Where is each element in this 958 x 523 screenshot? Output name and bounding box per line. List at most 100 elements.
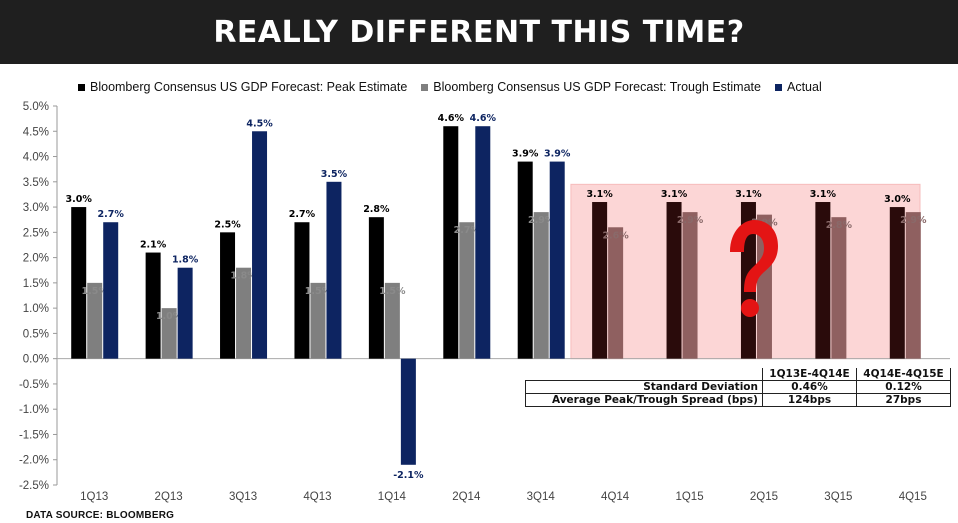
y-tick-label: 0.0% <box>23 354 49 366</box>
legend-label-actual: Actual <box>786 80 822 94</box>
data-label: 3.9% <box>544 149 571 160</box>
data-label: 2.8% <box>826 220 853 231</box>
bar-peak <box>592 202 608 359</box>
x-tick-label: 3Q15 <box>824 491 852 503</box>
y-tick-label: 3.5% <box>23 177 49 189</box>
x-tick-label: 1Q14 <box>378 491 407 503</box>
stats-table-header-1: 1Q13E-4Q14E <box>762 368 857 381</box>
stats-row-value: 124bps <box>762 393 857 407</box>
bar-actual <box>103 222 119 359</box>
y-tick-label: -1.0% <box>19 404 49 416</box>
legend-item-actual: Actual <box>774 80 822 94</box>
data-label: 4.5% <box>246 118 273 129</box>
data-source: DATA SOURCE: BLOOMBERG <box>26 510 175 521</box>
x-tick-label: 2Q13 <box>155 491 183 503</box>
x-tick-label: 4Q15 <box>899 491 927 503</box>
data-label: 2.9% <box>900 215 927 226</box>
stats-table: 1Q13E-4Q14E 4Q14E-4Q15E Standard Deviati… <box>525 368 951 407</box>
bar-trough <box>533 212 549 359</box>
data-label: -2.1% <box>393 470 424 481</box>
bar-peak <box>71 207 87 359</box>
y-tick-label: 1.0% <box>23 303 49 315</box>
data-label: 2.8% <box>363 204 390 215</box>
data-label: 2.5% <box>214 219 241 230</box>
data-label: 2.1% <box>140 240 167 251</box>
bar-peak <box>368 217 384 359</box>
x-tick-label: 4Q14 <box>601 491 630 503</box>
bar-actual <box>400 358 416 465</box>
stats-row-value: 0.12% <box>856 380 951 394</box>
stats-table-corner <box>525 368 763 381</box>
x-tick-label: 1Q13 <box>80 491 108 503</box>
data-label: 3.5% <box>321 169 348 180</box>
y-tick-label: -2.5% <box>19 480 49 492</box>
bar-peak <box>220 232 236 359</box>
bar-trough <box>384 282 400 359</box>
legend-item-trough: Bloomberg Consensus US GDP Forecast: Tro… <box>421 80 761 94</box>
question-mark-icon <box>730 220 778 317</box>
stats-table-row: Average Peak/Trough Spread (bps) 124bps … <box>525 393 951 407</box>
y-tick-label: -2.0% <box>19 455 49 467</box>
x-tick-label: 3Q14 <box>527 491 556 503</box>
bar-trough <box>87 282 103 359</box>
y-tick-label: 3.0% <box>23 202 49 214</box>
stats-row-value: 27bps <box>856 393 951 407</box>
legend-label-trough: Bloomberg Consensus US GDP Forecast: Tro… <box>433 80 761 94</box>
data-label: 1.8% <box>230 271 257 282</box>
data-label: 3.0% <box>66 194 93 205</box>
chart-title: REALLY DIFFERENT THIS TIME? <box>213 14 745 50</box>
bar-peak <box>443 126 459 359</box>
bar-trough <box>310 282 326 359</box>
data-label: 3.9% <box>512 149 539 160</box>
bar-trough <box>831 217 847 359</box>
bar-peak <box>294 222 310 359</box>
bar-trough <box>682 212 698 359</box>
bar-peak <box>889 207 905 359</box>
bar-peak <box>815 202 831 359</box>
bar-actual <box>549 161 565 359</box>
data-label: 2.9% <box>677 215 704 226</box>
x-tick-label: 2Q14 <box>452 491 481 503</box>
bar-peak <box>666 202 682 359</box>
data-label: 1.8% <box>172 255 199 266</box>
x-tick-label: 3Q13 <box>229 491 257 503</box>
data-label: 4.6% <box>438 113 465 124</box>
y-tick-label: 4.0% <box>23 152 49 164</box>
title-bar: REALLY DIFFERENT THIS TIME? <box>0 0 958 64</box>
legend-swatch-peak <box>78 83 85 91</box>
data-label: 2.7% <box>454 225 481 236</box>
bar-trough <box>905 212 921 359</box>
bar-trough <box>236 267 252 359</box>
y-tick-label: -1.5% <box>19 429 49 441</box>
data-label: 1.5% <box>305 286 332 297</box>
x-tick-label: 4Q13 <box>303 491 331 503</box>
bar-actual <box>252 131 268 359</box>
stats-row-label: Standard Deviation <box>525 380 763 394</box>
y-tick-label: 0.5% <box>23 328 49 340</box>
data-label: 1.0% <box>156 311 183 322</box>
legend-item-peak: Bloomberg Consensus US GDP Forecast: Pea… <box>78 80 407 94</box>
data-label: 3.0% <box>884 194 911 205</box>
x-tick-label: 1Q15 <box>675 491 703 503</box>
bar-trough <box>161 308 177 359</box>
bar-actual <box>177 267 193 359</box>
data-label: 1.5% <box>379 286 406 297</box>
stats-table-row: Standard Deviation 0.46% 0.12% <box>525 380 951 394</box>
legend-swatch-trough <box>421 83 429 91</box>
stats-row-label: Average Peak/Trough Spread (bps) <box>525 393 763 407</box>
bar-peak <box>145 252 161 359</box>
legend-label-peak: Bloomberg Consensus US GDP Forecast: Pea… <box>90 80 408 94</box>
y-tick-label: 2.0% <box>23 253 49 265</box>
data-label: 2.6% <box>602 230 629 241</box>
legend-swatch-actual <box>774 83 782 91</box>
data-label: 3.1% <box>735 189 762 200</box>
data-label: 3.1% <box>810 189 837 200</box>
bar-peak <box>517 161 533 359</box>
data-label: 3.1% <box>661 189 688 200</box>
data-label: 2.7% <box>98 209 125 220</box>
y-tick-label: 1.5% <box>23 278 49 290</box>
stats-row-value: 0.46% <box>762 380 857 394</box>
data-label: 4.6% <box>470 113 497 124</box>
data-label: 2.7% <box>289 209 316 220</box>
